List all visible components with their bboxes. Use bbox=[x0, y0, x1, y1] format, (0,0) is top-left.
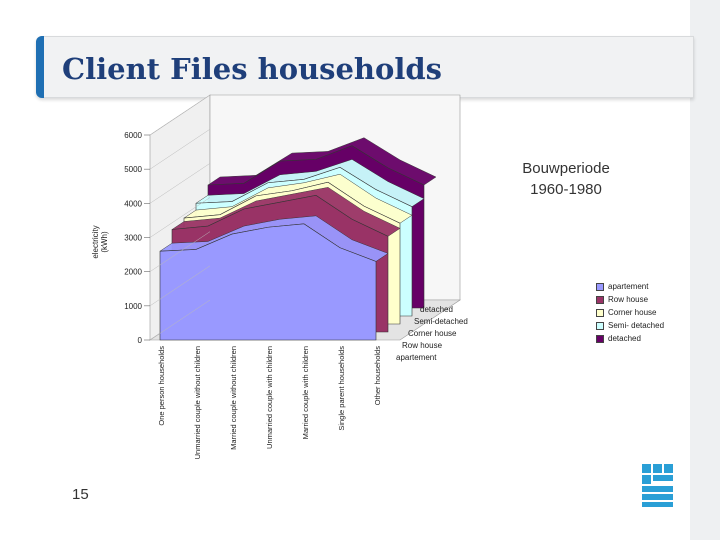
gridline bbox=[149, 197, 211, 238]
x-tick-label: Unmarried couple with children bbox=[265, 346, 274, 449]
chart-series bbox=[159, 137, 437, 341]
y-axis: 0 1000 2000 3000 4000 5000 6000 bbox=[124, 94, 211, 345]
legend-swatch bbox=[596, 295, 604, 304]
x-tick-label: Other households bbox=[373, 346, 382, 405]
gridline bbox=[149, 163, 211, 204]
y-tick-label: 4000 bbox=[124, 199, 142, 208]
y-axis-label-line-2: (kWh) bbox=[100, 231, 109, 253]
gridline bbox=[149, 94, 211, 136]
legend-item: Corner house bbox=[596, 306, 664, 319]
legend-swatch bbox=[596, 321, 604, 330]
depth-axis-label: Semi-detached bbox=[414, 317, 468, 326]
cbs-logo bbox=[642, 464, 673, 507]
gridline bbox=[149, 265, 211, 307]
legend-label: Row house bbox=[608, 295, 649, 304]
gridline bbox=[149, 128, 211, 170]
depth-axis: detached Semi-detached Corner house Row hou… bbox=[396, 305, 468, 362]
x-tick-label: One person households bbox=[157, 346, 166, 426]
y-tick-label: 2000 bbox=[124, 268, 142, 277]
y-axis-label-line-1: electricity bbox=[91, 225, 100, 258]
depth-axis-label: detached bbox=[420, 305, 453, 314]
x-axis: One person households Unmarried couple wi… bbox=[157, 346, 382, 460]
y-tick-label: 0 bbox=[138, 336, 143, 345]
legend-label: Corner house bbox=[608, 308, 657, 317]
y-tick-label: 3000 bbox=[124, 234, 142, 243]
legend-item: Semi- detached bbox=[596, 319, 664, 332]
gridline bbox=[149, 231, 211, 272]
y-tick-label: 5000 bbox=[124, 165, 142, 174]
x-tick-label: Married couple with children bbox=[301, 346, 310, 439]
subtitle-line-2: 1960-1980 bbox=[530, 181, 602, 198]
legend-swatch bbox=[596, 334, 604, 343]
x-tick-label: Married couple without children bbox=[229, 346, 238, 450]
title-accent-stripe bbox=[36, 36, 44, 98]
chart-subtitle: Bouwperiode 1960-1980 bbox=[506, 158, 626, 200]
gridline bbox=[149, 299, 211, 341]
legend-item: apartement bbox=[596, 280, 664, 293]
legend-item: Row house bbox=[596, 293, 664, 306]
page-title: Client Files households bbox=[62, 52, 442, 86]
chart-legend: apartement Row house Corner house Semi- det… bbox=[596, 280, 664, 345]
depth-axis-label: apartement bbox=[396, 353, 437, 362]
y-tick-label: 6000 bbox=[124, 131, 142, 140]
x-tick-label: Unmarried couple without children bbox=[193, 346, 202, 459]
legend-swatch bbox=[596, 282, 604, 291]
legend-swatch bbox=[596, 308, 604, 317]
legend-label: detached bbox=[608, 334, 641, 343]
subtitle-line-1: Bouwperiode bbox=[522, 160, 610, 177]
legend-item: detached bbox=[596, 332, 664, 345]
legend-label: apartement bbox=[608, 282, 649, 291]
page-number: 15 bbox=[72, 486, 89, 503]
x-tick-label: Single parent households bbox=[337, 346, 346, 431]
depth-axis-label: Corner house bbox=[408, 329, 457, 338]
right-margin-band bbox=[690, 0, 720, 540]
depth-axis-label: Row house bbox=[402, 341, 443, 350]
series-area-apartement bbox=[159, 223, 377, 341]
legend-label: Semi- detached bbox=[608, 321, 665, 330]
title-bar bbox=[36, 36, 694, 98]
y-tick-label: 1000 bbox=[124, 302, 142, 311]
